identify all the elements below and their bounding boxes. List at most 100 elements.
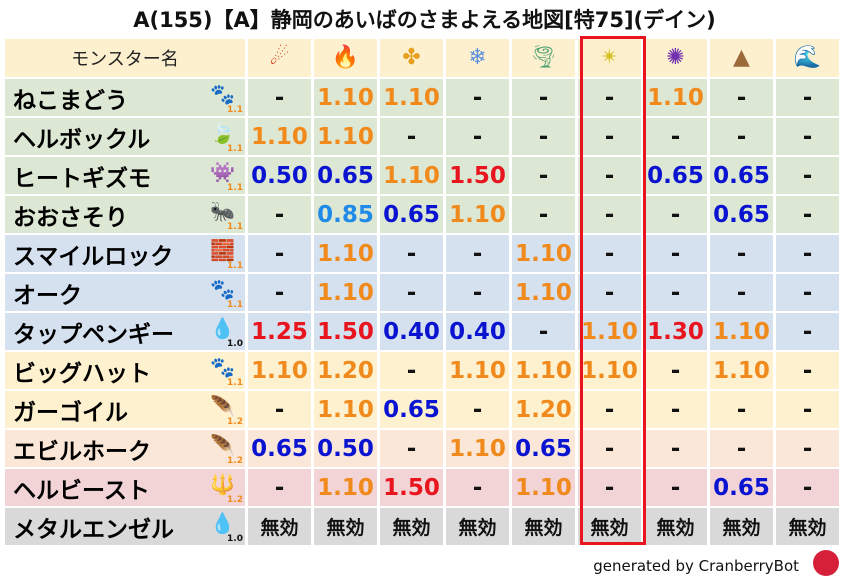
resistance-value: - bbox=[380, 118, 443, 155]
element-header: 🌪 bbox=[512, 39, 575, 77]
table-row: ヘルビースト 🔱 1.2-1.10 1.50-1.10- -0.65- bbox=[5, 469, 839, 506]
element-header: ❄ bbox=[446, 39, 509, 77]
resistance-value: - bbox=[446, 118, 509, 155]
monster-name: ヘルビースト bbox=[13, 477, 150, 504]
resistance-value: - bbox=[776, 391, 839, 428]
table-row: エビルホーク 🪶 1.2 0.65 0.50-1.10 0.65- - - - bbox=[5, 430, 839, 467]
resistance-value: - bbox=[446, 391, 509, 428]
resistance-value: 1.10 bbox=[248, 352, 311, 389]
resistance-value: - bbox=[776, 196, 839, 233]
monster-name-cell: タップペンギー 💧 1.0 bbox=[5, 313, 245, 350]
resistance-value: 無効 bbox=[776, 508, 839, 545]
resistance-value: 無効 bbox=[248, 508, 311, 545]
level-label: 1.2 bbox=[227, 456, 243, 466]
monster-name-cell: メタルエンゼル 💧 1.0 bbox=[5, 508, 245, 545]
water-icon: 🌊 bbox=[793, 45, 822, 70]
resistance-value: 1.10 bbox=[380, 157, 443, 194]
element-header: 🌊 bbox=[776, 39, 839, 77]
table-row: ねこまどう 🐾 1.1-1.10 1.10- - -1.10- - bbox=[5, 79, 839, 116]
water-drop-icon: 💧 bbox=[210, 316, 235, 340]
resistance-value: 1.10 bbox=[644, 79, 707, 116]
resistance-value: - bbox=[446, 79, 509, 116]
monster-name: タップペンギー bbox=[13, 321, 174, 348]
level-label: 1.1 bbox=[227, 261, 243, 271]
resistance-value: - bbox=[512, 157, 575, 194]
monster-name: ねこまどう bbox=[13, 87, 128, 114]
resistance-value: - bbox=[644, 235, 707, 272]
monster-name: ヒートギズモ bbox=[13, 165, 151, 192]
resistance-value: - bbox=[710, 274, 773, 311]
resistance-value: 1.10 bbox=[512, 352, 575, 389]
footer-credit: generated by CranberryBot bbox=[593, 557, 799, 575]
resistance-value: - bbox=[776, 313, 839, 350]
resistance-value: 無効 bbox=[644, 508, 707, 545]
resistance-value: - bbox=[578, 430, 641, 467]
monster-name: エビルホーク bbox=[13, 438, 151, 465]
table-row: ヒートギズモ 👾 1.1 0.50 0.65 1.10 1.50- -0.65 0.65- bbox=[5, 157, 839, 194]
element-header: 🔥 bbox=[314, 39, 377, 77]
resistance-value: 1.10 bbox=[314, 235, 377, 272]
monster-name-cell: ヒートギズモ 👾 1.1 bbox=[5, 157, 245, 194]
resistance-value: 無効 bbox=[380, 508, 443, 545]
resistance-value: - bbox=[380, 352, 443, 389]
resistance-value: 1.50 bbox=[380, 469, 443, 506]
light-icon: ✴ bbox=[600, 45, 619, 70]
level-label: 1.1 bbox=[227, 300, 243, 310]
resistance-value: - bbox=[248, 196, 311, 233]
resistance-value: - bbox=[578, 157, 641, 194]
level-label: 1.1 bbox=[227, 144, 243, 154]
resistance-value: 1.30 bbox=[644, 313, 707, 350]
resistance-value: - bbox=[578, 118, 641, 155]
resistance-value: - bbox=[248, 274, 311, 311]
resistance-value: 1.10 bbox=[578, 352, 641, 389]
dark-icon: ✺ bbox=[666, 45, 685, 70]
resistance-value: - bbox=[512, 79, 575, 116]
resistance-value: - bbox=[578, 391, 641, 428]
resistance-value: - bbox=[446, 235, 509, 272]
ice-icon: ❄ bbox=[468, 45, 487, 70]
resistance-value: 1.10 bbox=[248, 118, 311, 155]
resistance-value: 1.10 bbox=[512, 274, 575, 311]
resistance-value: - bbox=[644, 196, 707, 233]
highlight-column-box bbox=[580, 36, 646, 545]
resistance-value: 0.65 bbox=[710, 157, 773, 194]
monster-name: ビッグハット bbox=[13, 360, 151, 387]
resistance-value: - bbox=[578, 196, 641, 233]
monster-name: メタルエンゼル bbox=[13, 516, 174, 543]
resistance-value: - bbox=[512, 118, 575, 155]
resistance-value: - bbox=[578, 79, 641, 116]
resistance-value: - bbox=[776, 79, 839, 116]
paw-icon: 🐾 bbox=[210, 355, 235, 379]
resistance-value: 1.10 bbox=[578, 313, 641, 350]
monster-name-cell: ガーゴイル 🪶 1.2 bbox=[5, 391, 245, 428]
explosion-icon: ✤ bbox=[402, 45, 421, 70]
resistance-value: - bbox=[776, 235, 839, 272]
element-header: ▲ bbox=[710, 39, 773, 77]
resistance-value: 0.40 bbox=[446, 313, 509, 350]
table-row: オーク 🐾 1.1-1.10- -1.10- - - - bbox=[5, 274, 839, 311]
resistance-value: - bbox=[710, 235, 773, 272]
paw-icon: 🐾 bbox=[210, 82, 235, 106]
resistance-value: 0.65 bbox=[248, 430, 311, 467]
element-header: ☄ bbox=[248, 39, 311, 77]
level-label: 1.1 bbox=[227, 183, 243, 193]
monster-name-cell: オーク 🐾 1.1 bbox=[5, 274, 245, 311]
resistance-value: - bbox=[248, 79, 311, 116]
level-label: 1.0 bbox=[227, 534, 243, 544]
resistance-value: 1.10 bbox=[446, 352, 509, 389]
resistance-value: 0.65 bbox=[710, 469, 773, 506]
resistance-value: - bbox=[776, 352, 839, 389]
wing-icon: 🪶 bbox=[210, 433, 235, 457]
resistance-value: - bbox=[644, 430, 707, 467]
resistance-value: 1.10 bbox=[512, 469, 575, 506]
resistance-value: 1.20 bbox=[512, 391, 575, 428]
resistance-value: - bbox=[776, 430, 839, 467]
resistance-value: - bbox=[380, 430, 443, 467]
table-row: スマイルロック 🧱 1.1-1.10- -1.10- - - - bbox=[5, 235, 839, 272]
resistance-value: 1.25 bbox=[248, 313, 311, 350]
brick-icon: 🧱 bbox=[210, 238, 235, 262]
resistance-value: 0.65 bbox=[644, 157, 707, 194]
resistance-value: - bbox=[710, 79, 773, 116]
level-label: 1.2 bbox=[227, 495, 243, 505]
resistance-value: - bbox=[776, 157, 839, 194]
